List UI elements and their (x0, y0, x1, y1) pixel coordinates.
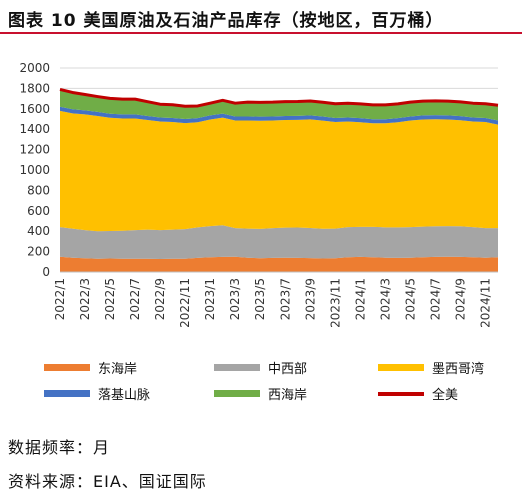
x-tick-label-2024-5: 2024/5 (403, 278, 417, 320)
chart-areas (60, 89, 498, 272)
y-tick-label-1800: 1800 (19, 81, 50, 95)
y-tick-label-200: 200 (27, 245, 50, 259)
line-series-total (59, 87, 499, 108)
title-underline (0, 32, 522, 34)
legend-swatch-west-coast (214, 390, 260, 397)
area-series-3 (60, 106, 498, 125)
legend-swatch-east-coast (44, 364, 90, 371)
y-tick-label-400: 400 (27, 224, 50, 238)
y-tick-label-1600: 1600 (19, 102, 50, 116)
stacked-area-chart: 0 200 400 600 800 1000 1200 1400 1600 1800 2000 20… (19, 61, 499, 328)
y-tick-label-1000: 1000 (19, 163, 50, 177)
x-tick-label-2024-9: 2024/9 (453, 278, 467, 320)
legend-item-midwest: 中西部 (214, 358, 307, 377)
y-tick-label-2000: 2000 (19, 61, 50, 75)
x-tick-label-2023-11: 2023/11 (328, 278, 342, 328)
y-tick-label-1200: 1200 (19, 143, 50, 157)
x-tick-label-2024-7: 2024/7 (428, 278, 442, 320)
area-series-1 (60, 225, 498, 259)
legend-label-rocky-mountain: 落基山脉 (98, 388, 151, 403)
legend-item-us-total: 全美 (378, 384, 458, 403)
y-tick-label-800: 800 (27, 183, 50, 197)
x-tick-label-2023-9: 2023/9 (303, 278, 317, 320)
x-tick-label-2023-7: 2023/7 (278, 278, 292, 320)
x-tick-label-2024-1: 2024/1 (353, 278, 367, 320)
y-tick-label-0: 0 (42, 265, 50, 279)
chart-y-axis: 0 200 400 600 800 1000 1200 1400 1600 1800 2000 (19, 61, 50, 279)
x-tick-label-2022-7: 2022/7 (128, 278, 142, 320)
legend-item-west-coast: 西海岸 (214, 384, 307, 403)
x-tick-label-2022-3: 2022/3 (78, 278, 92, 320)
chart-total-line (59, 87, 499, 108)
data-frequency-note: 数据频率：月 (8, 438, 111, 457)
legend-swatch-gulf-coast (378, 364, 424, 371)
y-tick-label-1400: 1400 (19, 122, 50, 136)
legend-label-east-coast: 东海岸 (98, 362, 138, 377)
x-tick-label-2022-9: 2022/9 (153, 278, 167, 320)
chart-x-axis: 2022/1 2022/3 2022/5 2022/7 2022/9 2022/11 202… (53, 271, 498, 328)
legend-label-midwest: 中西部 (268, 362, 308, 377)
area-series-4 (60, 89, 498, 121)
page-title: 图表 10 美国原油及石油产品库存（按地区，百万桶） (8, 11, 444, 31)
x-tick-label-2023-5: 2023/5 (253, 278, 267, 320)
legend-item-gulf-coast: 墨西哥湾 (378, 358, 484, 377)
area-series-0 (60, 256, 498, 272)
legend-item-rocky-mountain: 落基山脉 (44, 384, 150, 403)
legend-swatch-midwest (214, 364, 260, 371)
legend-item-east-coast: 东海岸 (44, 358, 137, 377)
legend-label-west-coast: 西海岸 (268, 388, 308, 403)
legend-label-gulf-coast: 墨西哥湾 (432, 362, 485, 377)
legend-swatch-us-total (378, 391, 424, 396)
legend-label-us-total: 全美 (432, 388, 459, 403)
x-tick-label-2024-3: 2024/3 (378, 278, 392, 320)
x-tick-label-2023-1: 2023/1 (203, 278, 217, 320)
y-tick-label-600: 600 (27, 204, 50, 218)
x-tick-label-2022-11: 2022/11 (178, 278, 192, 328)
x-tick-label-2022-5: 2022/5 (103, 278, 117, 320)
chart-legend: 东海岸 中西部 墨西哥湾 落基山脉 西海岸 全美 (0, 354, 530, 408)
data-source-note: 资料来源：EIA、国证国际 (8, 472, 207, 491)
x-tick-label-2023-3: 2023/3 (228, 278, 242, 320)
x-tick-label-2022-1: 2022/1 (53, 278, 67, 320)
x-tick-label-2024-11: 2024/11 (478, 278, 492, 328)
area-series-2 (60, 110, 498, 232)
legend-swatch-rocky-mountain (44, 390, 90, 397)
